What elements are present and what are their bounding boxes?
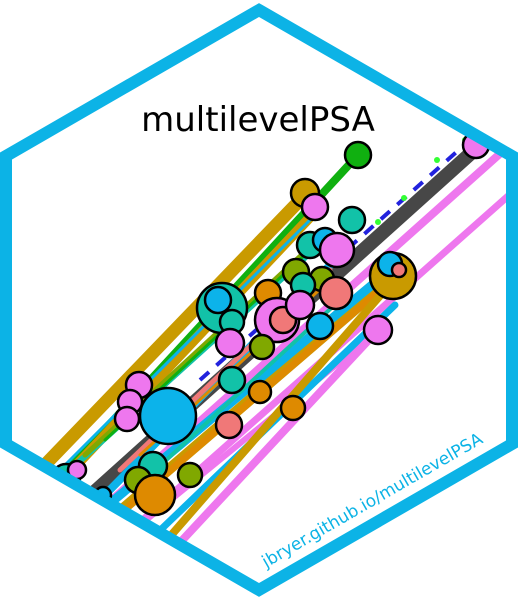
reference-dot [434,157,440,163]
data-bubble [115,407,139,431]
data-bubble [281,396,305,420]
data-bubble [250,335,274,359]
data-bubble [249,381,271,403]
data-bubble [140,388,196,444]
data-bubble [320,277,352,309]
data-bubble [320,233,354,267]
data-bubble [135,475,175,515]
data-bubble [345,142,371,168]
data-bubble [302,194,328,220]
data-bubble [307,313,333,339]
reference-dot [375,219,381,225]
sticker-title: multilevelPSA [141,100,375,140]
data-bubble [364,316,392,344]
data-bubble [339,207,365,233]
data-bubble [392,263,406,277]
data-bubble [205,287,231,313]
data-bubble [178,463,202,487]
data-bubble [286,291,314,319]
data-bubble [216,329,244,357]
data-bubble [219,367,245,393]
data-bubble [216,412,242,438]
reference-dot [401,195,407,201]
